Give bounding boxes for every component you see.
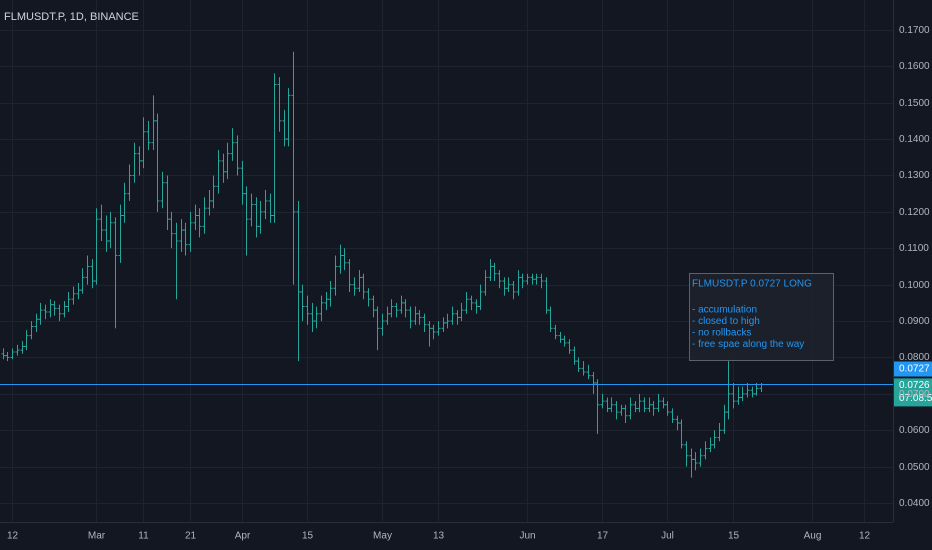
y-tick-label: 0.1100 (899, 243, 929, 254)
x-tick-label: 21 (185, 531, 197, 542)
annotation-line: - free spae along the way (692, 339, 804, 350)
annotation-box (689, 273, 834, 361)
x-tick-label: Apr (235, 531, 251, 542)
x-tick-label: May (373, 531, 392, 542)
x-tick-label: Mar (88, 531, 106, 542)
bars (1, 51, 764, 478)
annotation-title: FLMUSDT.P 0.0727 LONG (692, 279, 812, 290)
x-tick-label: 12 (859, 531, 871, 542)
y-tick-label: 0.0900 (899, 316, 930, 327)
x-tick-label: 12 (7, 531, 19, 542)
x-tick-label: 13 (433, 531, 445, 542)
y-tick-label: 0.0400 (899, 498, 930, 509)
annotation-line: - closed to high (692, 316, 760, 327)
price-line-tag (894, 361, 932, 377)
last-price-label: 0.0726 (899, 380, 930, 391)
y-tick-label: 0.1700 (899, 25, 930, 36)
x-tick-label: Jul (661, 531, 674, 542)
x-tick-label: 11 (138, 531, 149, 542)
overlay: 0.0727 0.0726 07:08:57 FLMUSDT.P 0.0727 LON… (0, 273, 932, 407)
x-tick-label: 17 (597, 531, 609, 542)
y-tick-label: 0.0500 (899, 462, 930, 473)
x-tick-label: 15 (302, 531, 314, 542)
countdown: 07:08:57 (899, 393, 932, 404)
last-price-tag (894, 378, 932, 407)
price-line-label: 0.0727 (899, 364, 930, 375)
x-tick-label: 15 (728, 531, 740, 542)
y-tick-label: 0.1600 (899, 61, 930, 72)
y-tick-label: 0.1500 (899, 98, 930, 109)
y-tick-label: 0.0800 (899, 352, 930, 363)
x-tick-label: Jun (519, 531, 535, 542)
y-tick-label: 0.1200 (899, 207, 930, 218)
grid (0, 0, 893, 522)
y-tick-label: 0.0600 (899, 425, 930, 436)
y-tick-label: 0.1400 (899, 134, 930, 145)
chart-title: FLMUSDT.P, 1D, BINANCE (4, 11, 139, 23)
x-tick-label: Aug (804, 531, 822, 542)
annotation-line: - no rollbacks (692, 328, 751, 339)
annotation-line: - accumulation (692, 305, 757, 316)
y-tick-label: 0.0700 (899, 389, 930, 400)
y-tick-label: 0.1000 (899, 280, 930, 291)
y-tick-label: 0.1300 (899, 170, 930, 181)
